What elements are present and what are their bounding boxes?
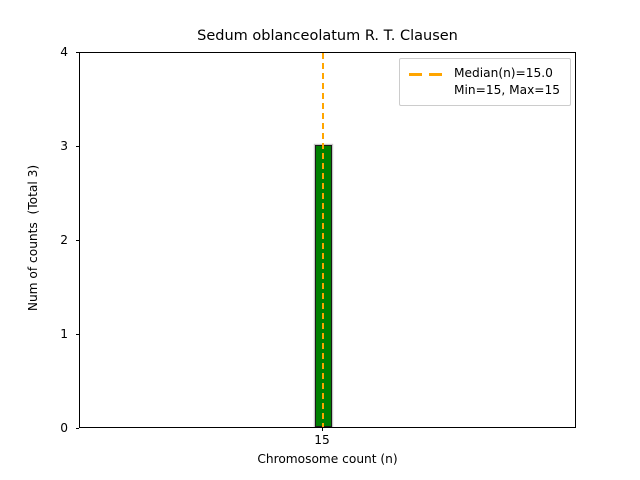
legend-dash-segment-2 [429, 73, 442, 76]
plot-area [79, 52, 576, 428]
y-tick-mark-3 [75, 146, 80, 147]
legend-line-sample-icon [408, 66, 446, 82]
chart-title: Sedum oblanceolatum R. T. Clausen [197, 28, 458, 44]
legend-dash-segment-1 [409, 73, 422, 76]
y-tick-mark-2 [75, 240, 80, 241]
x-tick-mark-15 [321, 427, 323, 431]
y-tick-mark-4 [75, 52, 80, 53]
y-tick-label-1: 1 [60, 327, 68, 341]
legend-label-minmax: Min=15, Max=15 [454, 82, 561, 97]
legend-labels: Median(n)=15.0 Min=15, Max=15 [454, 65, 560, 98]
y-tick-label-0: 0 [60, 421, 68, 435]
y-axis-label-wrapper: Num of counts (Total 3) [25, 50, 41, 426]
y-axis-label: Num of counts (Total 3) [25, 164, 40, 312]
y-tick-label-2: 2 [60, 233, 68, 247]
plot-inner [80, 53, 575, 427]
legend-label-median: Median(n)=15.0 [454, 66, 553, 80]
y-tick-mark-1 [75, 334, 80, 335]
x-axis-label: Chromosome count (n) [257, 452, 398, 466]
y-tick-label-3: 3 [60, 139, 68, 153]
chart-legend: Median(n)=15.0 Min=15, Max=15 [399, 58, 571, 106]
median-line [321, 53, 324, 427]
y-tick-label-4: 4 [60, 45, 68, 59]
x-tick-label-15: 15 [314, 433, 330, 447]
y-tick-mark-0 [75, 428, 80, 429]
